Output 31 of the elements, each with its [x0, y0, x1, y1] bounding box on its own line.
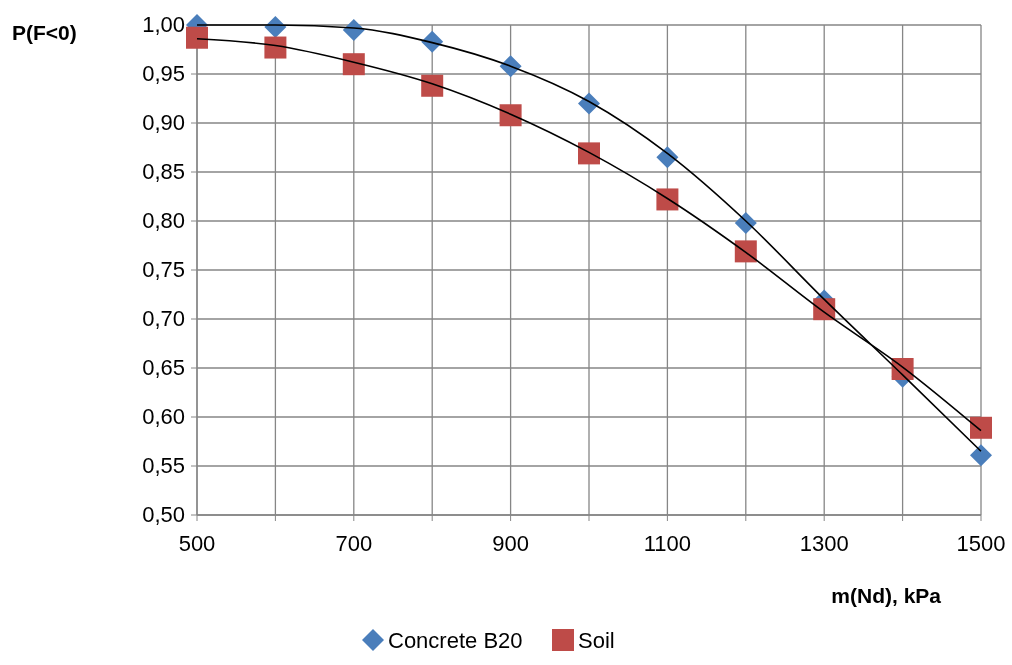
- point: [186, 26, 208, 49]
- point: [970, 444, 992, 467]
- x-tick-label: 1300: [799, 531, 849, 556]
- legend-label: Concrete B20: [388, 628, 523, 653]
- x-tick-label: 700: [335, 531, 373, 556]
- y-tick-label: 0,55: [142, 453, 185, 478]
- y-tick-label: 0,85: [142, 159, 185, 184]
- y-tick-label: 1,00: [142, 12, 185, 37]
- y-tick-label: 0,50: [142, 502, 185, 527]
- x-tick-label: 900: [492, 531, 529, 556]
- point: [970, 416, 992, 439]
- y-tick-label: 0,90: [142, 110, 185, 135]
- y-tick-label: 0,80: [142, 208, 185, 233]
- point: [734, 240, 757, 263]
- point: [342, 53, 365, 76]
- point: [499, 104, 522, 127]
- y-tick-label: 0,70: [142, 306, 185, 331]
- y-tick-label: 0,60: [142, 404, 185, 429]
- x-tick-label: 1100: [643, 531, 692, 556]
- point: [656, 188, 679, 211]
- x-axis-title: m(Nd), kPa: [831, 584, 942, 607]
- legend-label: Soil: [578, 628, 615, 653]
- point: [421, 74, 444, 97]
- y-tick-label: 0,65: [142, 355, 185, 380]
- point: [578, 142, 600, 165]
- x-tick-label: 500: [178, 531, 216, 556]
- y-axis-title: P(F<0): [12, 21, 77, 44]
- y-tick-label: 0,95: [142, 61, 185, 86]
- y-tick-label: 0,75: [142, 257, 185, 282]
- point: [264, 36, 287, 59]
- x-tick-label: 1500: [956, 531, 1006, 556]
